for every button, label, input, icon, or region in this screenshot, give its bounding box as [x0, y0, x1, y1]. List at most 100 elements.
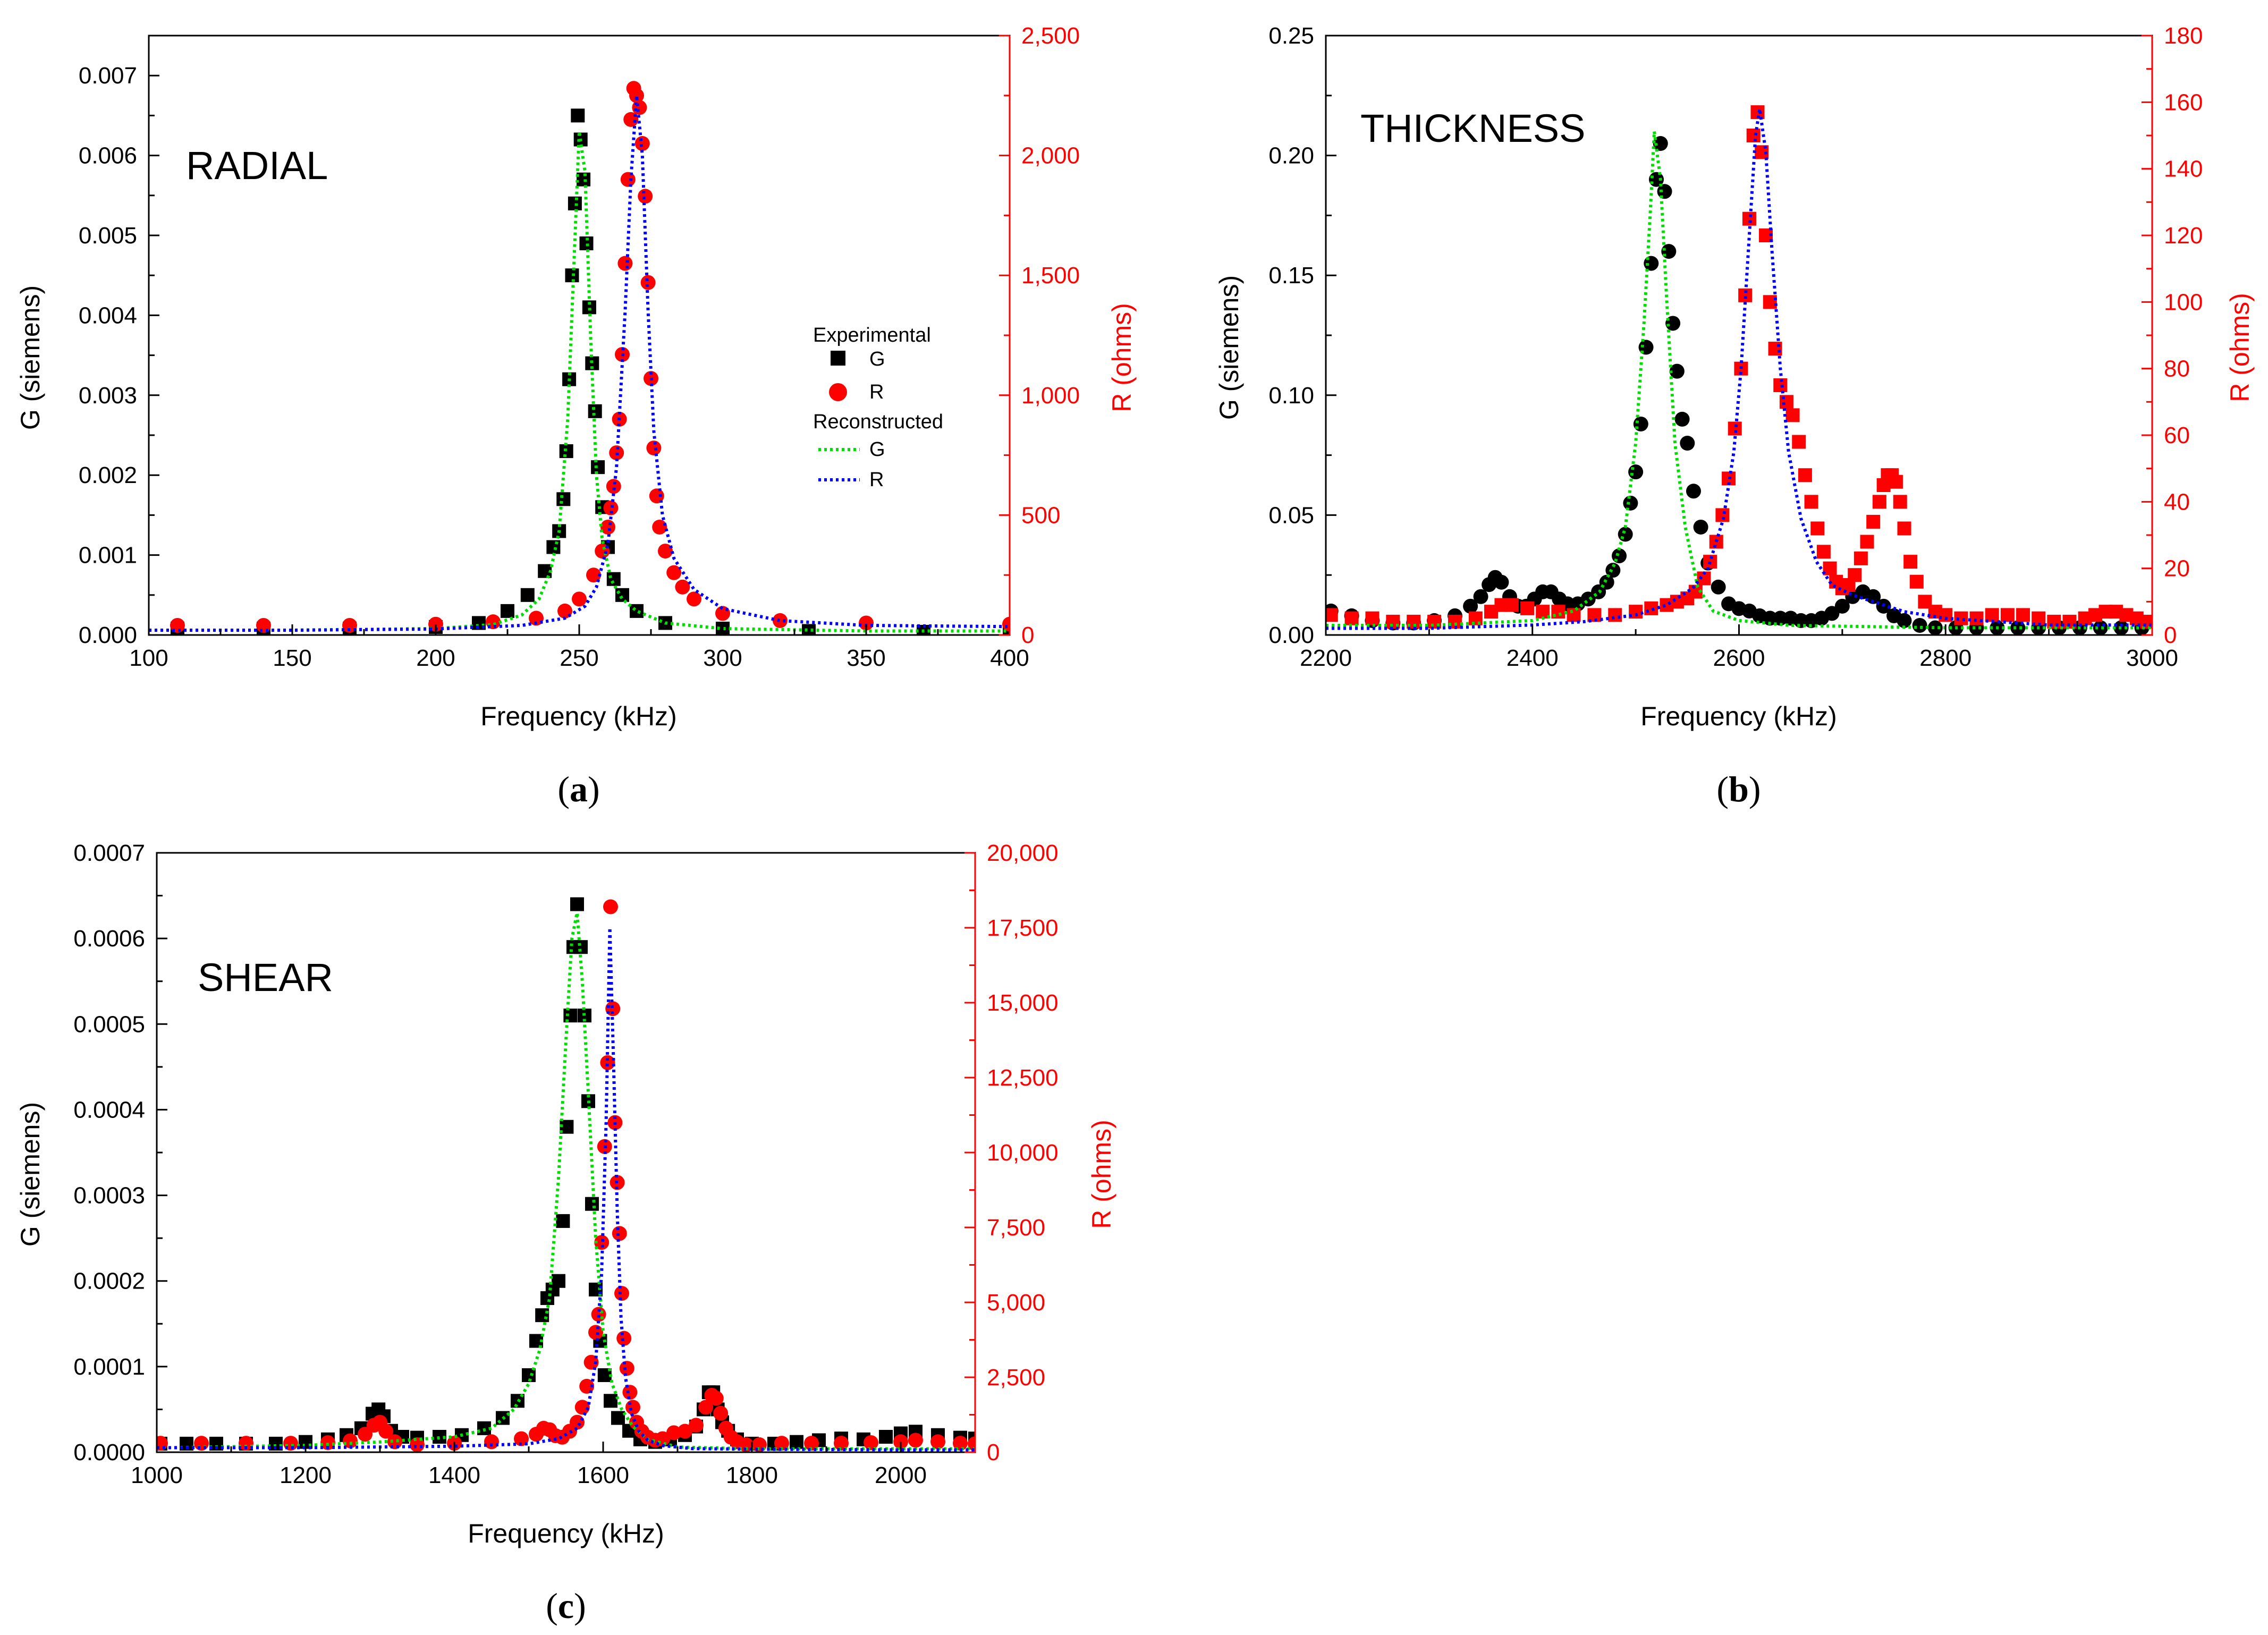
- data-point: [1567, 608, 1581, 622]
- data-point: [604, 1394, 617, 1408]
- data-point: [1866, 589, 1881, 604]
- legend-g-reconstructed-label: G: [869, 438, 885, 461]
- y2-tick-label: 15,000: [987, 990, 1059, 1016]
- y-axis-label: G (siemens): [15, 1102, 45, 1247]
- svg-text:(b): (b): [1716, 769, 1761, 809]
- data-point: [605, 1001, 621, 1016]
- data-point: [1903, 555, 1918, 569]
- y2-axis-ticks: 0 2,500 5,000 7,500 10,000 12,500 15,000 17,500…: [964, 840, 1059, 1465]
- data-point: [1608, 608, 1622, 622]
- data-point: [501, 604, 514, 618]
- legend-r-experimental-label: R: [869, 381, 884, 403]
- data-point: [1605, 563, 1621, 578]
- data-point: [1715, 508, 1730, 522]
- data-point: [632, 100, 647, 115]
- x-tick-label: 2400: [1507, 645, 1559, 671]
- y-tick-label: 0.10: [1268, 383, 1314, 409]
- data-point: [649, 488, 664, 504]
- data-point: [1002, 616, 1010, 632]
- data-point: [1711, 579, 1726, 595]
- data-point: [1633, 416, 1648, 431]
- data-point: [583, 1354, 599, 1370]
- r-reconstructed-line: [1326, 107, 2152, 630]
- x-axis-ticks: 100 150 200 250 300 350 400: [129, 624, 1029, 671]
- data-point: [698, 1400, 714, 1415]
- data-point: [1893, 495, 1907, 509]
- panel-title: RADIAL: [186, 143, 328, 188]
- x-axis-label: Frequency (kHz): [1640, 701, 1837, 731]
- data-point: [625, 1400, 640, 1415]
- y-tick-label: 0.003: [79, 383, 137, 409]
- data-point: [570, 1414, 585, 1430]
- data-point: [1872, 495, 1886, 509]
- data-point: [1661, 244, 1677, 259]
- data-point: [256, 617, 271, 633]
- data-point: [1866, 514, 1881, 529]
- data-point: [1463, 598, 1478, 614]
- x-tick-label: 2800: [1919, 645, 1971, 671]
- r-experimental-series: [170, 81, 1010, 633]
- data-point: [378, 1424, 394, 1439]
- y2-tick-label: 17,500: [987, 915, 1059, 941]
- data-point: [606, 572, 621, 586]
- data-point: [1927, 620, 1943, 635]
- data-point: [1897, 613, 1912, 628]
- panel-caption: (c): [546, 1586, 586, 1626]
- data-point: [1954, 611, 1968, 625]
- y-axis-label: G (siemens): [15, 285, 45, 430]
- data-point: [708, 1391, 724, 1406]
- data-point: [1365, 611, 1380, 625]
- y-tick-label: 0.004: [79, 302, 137, 328]
- data-point: [773, 613, 788, 628]
- x-tick-label: 200: [416, 645, 455, 671]
- x-axis-label: Frequency (kHz): [480, 701, 677, 731]
- y-tick-label: 0.0000: [73, 1439, 145, 1465]
- y2-tick-label: 140: [2164, 156, 2203, 182]
- x-tick-label: 400: [990, 645, 1029, 671]
- legend-g-experimental-label: G: [869, 348, 885, 370]
- y2-tick-label: 160: [2164, 89, 2203, 115]
- y2-tick-label: 5,000: [987, 1290, 1045, 1316]
- panel-caption: (a): [557, 769, 599, 809]
- y2-axis-ticks: 0 500 1,000 1,500 2,000 2,500: [999, 23, 1080, 648]
- data-point: [930, 1434, 945, 1450]
- caption-letter: a: [570, 769, 588, 809]
- y-axis-ticks: 0.0000 0.0001 0.0002 0.0003 0.0004 0.0005 0.00…: [73, 840, 167, 1465]
- data-point: [629, 88, 644, 103]
- data-point: [410, 1437, 425, 1452]
- data-point: [572, 591, 587, 607]
- y2-tick-label: 0: [2164, 622, 2177, 648]
- data-point: [1897, 521, 1911, 536]
- data-point: [556, 1214, 570, 1228]
- y-tick-label: 0.0001: [73, 1354, 145, 1380]
- caption-letter: b: [1729, 769, 1749, 809]
- data-point: [1848, 568, 1862, 582]
- legend-r-reconstructed-label: R: [869, 469, 884, 491]
- y-tick-label: 0.0005: [73, 1011, 145, 1037]
- data-point: [1854, 551, 1868, 565]
- data-point: [194, 1436, 209, 1451]
- data-point: [1494, 574, 1509, 590]
- data-point: [535, 1308, 549, 1323]
- x-tick-label: 2200: [1300, 645, 1352, 671]
- y-tick-label: 0.20: [1268, 143, 1314, 169]
- data-point: [520, 588, 535, 602]
- g-reconstructed-line: [1326, 130, 2152, 630]
- data-point: [1889, 475, 1903, 489]
- data-point: [658, 544, 673, 559]
- data-point: [239, 1436, 253, 1451]
- data-point: [574, 1400, 590, 1415]
- x-tick-label: 300: [703, 645, 742, 671]
- data-point: [588, 1325, 603, 1340]
- data-point: [343, 1433, 358, 1448]
- data-point: [1612, 548, 1627, 564]
- data-point: [953, 1436, 968, 1451]
- data-point: [157, 1436, 168, 1451]
- y2-tick-label: 10,000: [987, 1140, 1059, 1166]
- x-tick-label: 1400: [428, 1462, 480, 1488]
- r-reconstructed-line: [157, 926, 975, 1452]
- data-point: [1824, 606, 1840, 621]
- panel-title: THICKNESS: [1360, 106, 1586, 150]
- y2-tick-label: 500: [1021, 502, 1060, 528]
